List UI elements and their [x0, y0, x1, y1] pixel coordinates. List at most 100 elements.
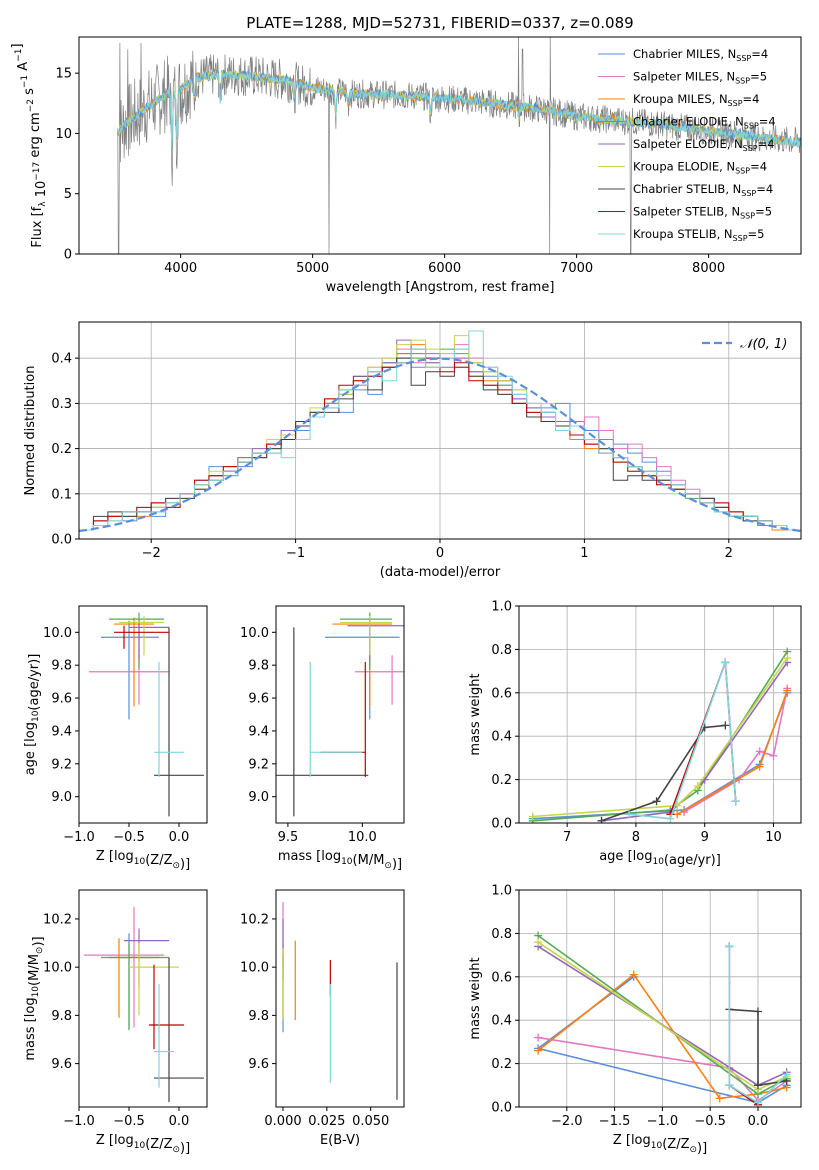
- y-tick-label: 10.0: [43, 626, 72, 641]
- plot-area: [528, 647, 792, 823]
- y-tick-label: 9.8: [51, 659, 72, 674]
- axes-frame: [275, 889, 405, 1108]
- y-tick-label: 10.2: [240, 912, 269, 927]
- y-tick-label: 0.3: [51, 397, 72, 412]
- weight-marker: [731, 797, 740, 806]
- weight-marker: [534, 938, 543, 947]
- x-tick-label: 0: [436, 546, 444, 561]
- x-tick-label: 0.0: [169, 1114, 190, 1129]
- grid: [519, 889, 801, 1108]
- plot-area: [89, 612, 204, 817]
- x-axis-label: age [log10(age/yr)]: [599, 849, 721, 868]
- residuals-panel: −2 −1 0 1 2 0.0 0.1 0.2 0.3 0.4 (data-model)/error…: [23, 321, 802, 580]
- x-tick-label: 6000: [428, 261, 461, 276]
- x-tick-label: −2: [142, 546, 161, 561]
- x-tick-label: 10.0: [348, 830, 377, 845]
- y-tick-label: 10.2: [43, 912, 72, 927]
- mass-vs-Z-panel: −1.0 −0.5 0.0 9.6 9.8 10.0 10.2 Z [log10(Z/Z⊙)]…: [23, 889, 208, 1156]
- weight-marker: [725, 1081, 734, 1090]
- x-tick-label: −1.0: [63, 1114, 95, 1129]
- plot-area: [84, 906, 204, 1103]
- weight-marker: [528, 812, 537, 821]
- x-tick-label: −0.5: [694, 1114, 726, 1129]
- x-tick-label: 0.025: [308, 1114, 345, 1129]
- weight-line: [729, 1008, 787, 1087]
- y-tick-label: 0.2: [491, 1057, 512, 1072]
- weight-marker: [715, 1094, 724, 1103]
- y-axis-label: mass weight: [468, 673, 483, 755]
- y-tick-label: 5: [64, 187, 72, 202]
- weight-marker: [753, 1081, 762, 1090]
- x-axis-label: mass [log10(M/M⊙)]: [278, 849, 402, 872]
- y-tick-label: 10.0: [240, 626, 269, 641]
- axes-frame: [78, 889, 208, 1108]
- plot-area: [79, 330, 801, 539]
- y-tick-label: 0.8: [491, 643, 512, 658]
- grid: [519, 605, 801, 824]
- massweight-vs-age-panel: 7 8 9 10 0.0 0.2 0.4 0.6 0.8 1.0 age [log10(age/yr…: [468, 600, 802, 868]
- weight-marker: [597, 816, 606, 823]
- y-tick-label: 9.6: [51, 692, 72, 707]
- x-tick-label: 8: [632, 830, 640, 845]
- legend-entry: Kroupa STELIB, NSSP=5: [633, 227, 764, 243]
- y-axis-label: mass weight: [468, 957, 483, 1039]
- weight-marker: [721, 658, 730, 667]
- histogram-step: [79, 330, 801, 539]
- x-axis-label: (data-model)/error: [380, 565, 501, 580]
- x-tick-label: 9.5: [278, 830, 299, 845]
- weight-marker: [625, 810, 634, 819]
- mass-vs-EBV-panel: 0.000 0.025 0.050 9.6 9.8 10.0 10.2 E(B-V): [240, 889, 405, 1148]
- x-tick-label: −2.0: [551, 1114, 583, 1129]
- x-tick-label: −1: [286, 546, 305, 561]
- y-tick-label: 9.6: [248, 1057, 269, 1072]
- y-tick-label: 9.4: [248, 724, 269, 739]
- x-tick-label: −1.0: [63, 830, 95, 845]
- plot-area: [116, 37, 801, 254]
- x-tick-label: −0.5: [113, 1114, 145, 1129]
- y-axis-label: Normed distribution: [23, 366, 38, 496]
- y-tick-label: 0.4: [491, 1014, 512, 1029]
- axes-frame: [518, 889, 802, 1108]
- y-axis-label: age [log10(age/yr)]: [23, 654, 42, 776]
- weight-marker: [629, 970, 638, 979]
- y-tick-label: 0.6: [491, 970, 512, 985]
- x-tick-label: −0.5: [113, 830, 145, 845]
- y-tick-label: 9.6: [51, 1057, 72, 1072]
- y-tick-label: 9.6: [248, 692, 269, 707]
- weight-line: [601, 661, 788, 822]
- x-tick-label: −1.5: [599, 1114, 631, 1129]
- massweight-vs-Z-panel: −2.0 −1.5 −1.0 −0.5 0.0 0.0 0.2 0.4 0.6 0.8 1.0 Z […: [468, 884, 802, 1156]
- figure-title: PLATE=1288, MJD=52731, FIBERID=0337, z=0…: [246, 14, 633, 32]
- legend-entry: Salpeter ELODIE, NSSP=4: [633, 137, 775, 153]
- x-tick-label: 7: [563, 830, 571, 845]
- legend-entry: Salpeter MILES, NSSP=5: [633, 70, 767, 86]
- plot-area: [276, 612, 404, 817]
- y-tick-label: 9.2: [248, 757, 269, 772]
- y-tick-label: 10: [55, 127, 72, 142]
- weight-marker: [534, 1046, 543, 1055]
- spectrum-data-line: [116, 37, 801, 254]
- x-tick-label: 0.000: [264, 1114, 301, 1129]
- x-tick-label: 10: [765, 830, 782, 845]
- y-tick-label: 0.0: [491, 1101, 512, 1116]
- weight-marker: [652, 797, 661, 806]
- y-tick-label: 9.4: [51, 724, 72, 739]
- y-axis-label: mass [log10(M/M⊙)]: [23, 936, 46, 1060]
- weight-marker: [753, 1098, 762, 1107]
- y-tick-label: 0.8: [491, 927, 512, 942]
- weight-marker: [534, 1033, 543, 1042]
- legend-entry: 𝒩(0, 1): [740, 337, 787, 352]
- axes-frame: [518, 605, 802, 824]
- y-tick-label: 0.4: [491, 730, 512, 745]
- spectrum-panel: 4000 5000 6000 7000 8000 0 5 10 15 wavelength [An…: [10, 36, 802, 295]
- weight-marker: [753, 1007, 762, 1016]
- x-tick-label: 4000: [164, 261, 197, 276]
- x-tick-label: 0.0: [748, 1114, 769, 1129]
- y-tick-label: 9.0: [51, 790, 72, 805]
- weight-marker: [755, 747, 764, 756]
- spectrum-legend: Chabrier MILES, NSSP=4 Salpeter MILES, NS…: [598, 47, 776, 243]
- y-tick-label: 0.2: [51, 442, 72, 457]
- weight-line: [728, 946, 759, 1106]
- plot-area: [534, 931, 791, 1107]
- x-axis-label: Z [log10(Z/Z⊙)]: [96, 849, 190, 872]
